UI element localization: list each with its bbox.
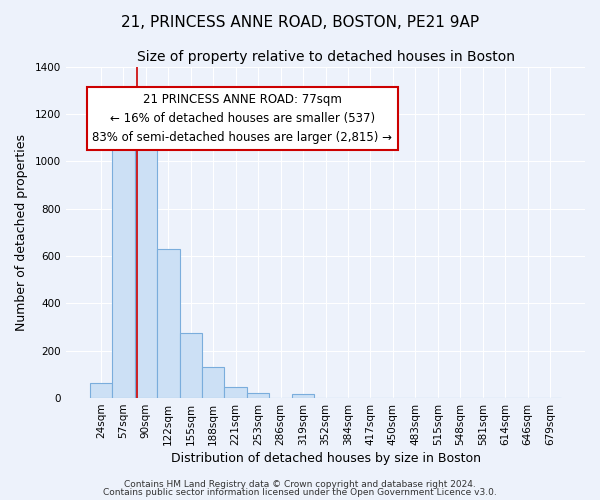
Text: 21, PRINCESS ANNE ROAD, BOSTON, PE21 9AP: 21, PRINCESS ANNE ROAD, BOSTON, PE21 9AP <box>121 15 479 30</box>
Bar <box>112 144 134 398</box>
Bar <box>247 394 269 398</box>
Bar <box>202 368 224 398</box>
X-axis label: Distribution of detached houses by size in Boston: Distribution of detached houses by size … <box>170 452 481 465</box>
Bar <box>89 382 112 398</box>
Text: Contains public sector information licensed under the Open Government Licence v3: Contains public sector information licen… <box>103 488 497 497</box>
Bar <box>224 386 247 398</box>
Bar <box>292 394 314 398</box>
Y-axis label: Number of detached properties: Number of detached properties <box>15 134 28 331</box>
Bar <box>179 333 202 398</box>
Bar <box>157 249 179 398</box>
Text: Contains HM Land Registry data © Crown copyright and database right 2024.: Contains HM Land Registry data © Crown c… <box>124 480 476 489</box>
Bar <box>134 124 157 398</box>
Title: Size of property relative to detached houses in Boston: Size of property relative to detached ho… <box>137 50 515 64</box>
Text: 21 PRINCESS ANNE ROAD: 77sqm
← 16% of detached houses are smaller (537)
83% of s: 21 PRINCESS ANNE ROAD: 77sqm ← 16% of de… <box>92 93 392 144</box>
